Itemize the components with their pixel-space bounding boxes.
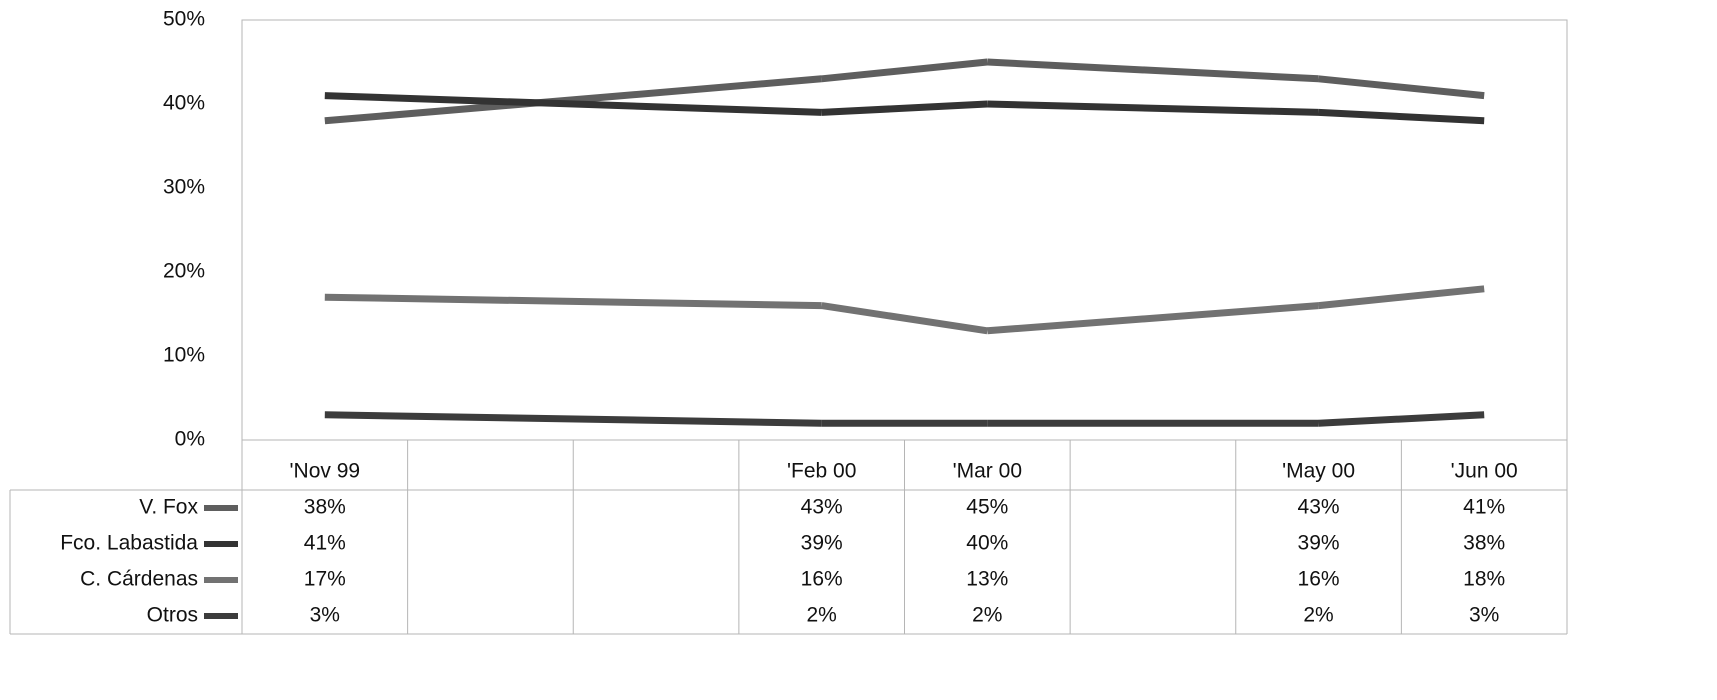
series-line — [821, 302, 988, 335]
y-tick-label: 50% — [163, 8, 205, 31]
series-line — [987, 100, 1319, 116]
series-line — [1318, 108, 1485, 125]
series-line — [324, 293, 822, 310]
legend-label: Fco. Labastida — [60, 532, 198, 555]
series-line — [324, 75, 822, 125]
data-label: 3% — [1469, 604, 1499, 627]
x-tick-label: 'Mar 00 — [953, 460, 1022, 483]
series-line — [324, 92, 822, 116]
y-tick-label: 30% — [163, 176, 205, 199]
data-label: 16% — [1298, 568, 1340, 591]
data-label: 39% — [801, 532, 843, 555]
legend-label: C. Cárdenas — [80, 568, 198, 591]
data-label: 18% — [1463, 568, 1505, 591]
data-label: 2% — [972, 604, 1002, 627]
legend-label: Otros — [147, 604, 198, 627]
data-label: 38% — [1463, 532, 1505, 555]
data-label: 16% — [801, 568, 843, 591]
x-tick-label: 'May 00 — [1282, 460, 1355, 483]
plot-area — [241, 19, 1568, 441]
y-tick-label: 10% — [163, 344, 205, 367]
x-tick-label: 'Nov 99 — [290, 460, 361, 483]
x-tick-label: 'Jun 00 — [1451, 460, 1518, 483]
data-label: 41% — [1463, 496, 1505, 519]
series-line — [821, 58, 988, 83]
y-tick-label: 20% — [163, 260, 205, 283]
data-label: 17% — [304, 568, 346, 591]
data-label: 13% — [966, 568, 1008, 591]
data-label: 3% — [310, 604, 340, 627]
data-label: 45% — [966, 496, 1008, 519]
data-label: 38% — [304, 496, 346, 519]
data-label: 2% — [1303, 604, 1333, 627]
series-line — [987, 58, 1319, 83]
data-label: 40% — [966, 532, 1008, 555]
y-tick-label: 0% — [175, 428, 205, 451]
series-line — [1318, 75, 1485, 100]
data-label: 43% — [801, 496, 843, 519]
data-label: 43% — [1298, 496, 1340, 519]
y-tick-label: 40% — [163, 92, 205, 115]
series-line — [324, 411, 822, 427]
series-line — [1318, 285, 1485, 310]
series-line — [987, 302, 1319, 335]
series-line — [1318, 411, 1485, 427]
series-line — [821, 100, 988, 116]
data-label: 2% — [807, 604, 837, 627]
x-tick-label: 'Feb 00 — [787, 460, 856, 483]
data-label: 39% — [1298, 532, 1340, 555]
legend-label: V. Fox — [139, 496, 198, 519]
data-label: 41% — [304, 532, 346, 555]
